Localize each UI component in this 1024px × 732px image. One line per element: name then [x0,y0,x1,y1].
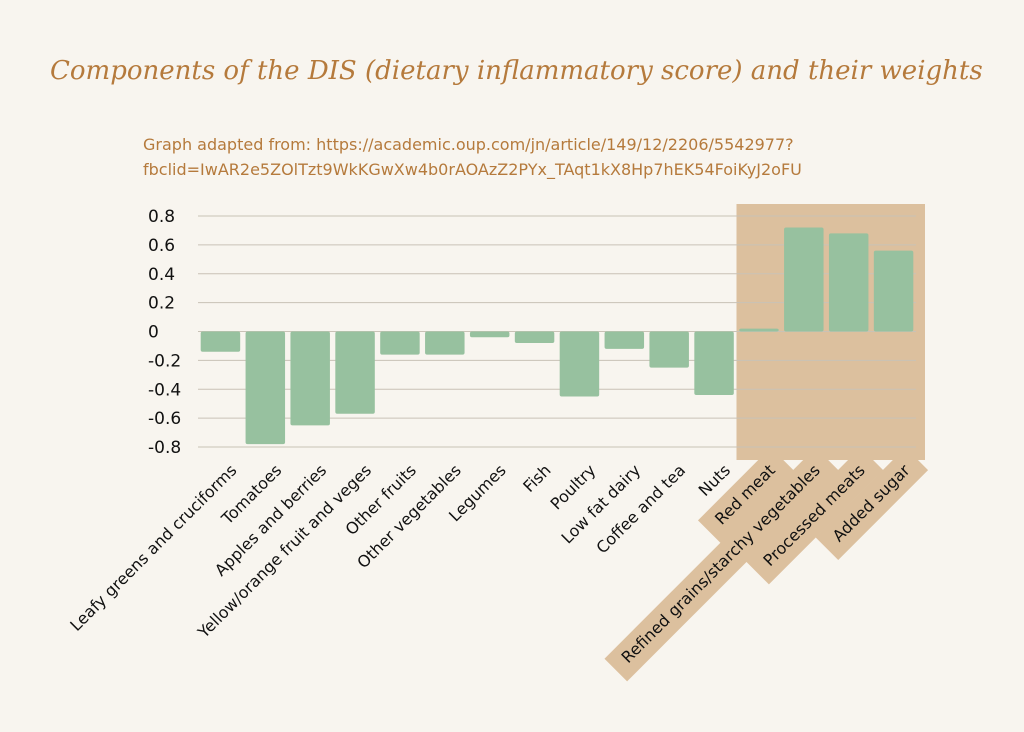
bar [649,331,689,368]
y-tick-label: -0.4 [148,380,181,400]
y-tick-label: 0.4 [148,265,175,285]
y-axis-tick-labels: 0.8 0.6 0.4 0.2 0 -0.2 -0.4 -0.6 -0.8 [148,207,181,458]
bar [425,331,465,355]
chart-subtitle: Graph adapted from: https://academic.oup… [143,132,923,182]
bar [873,250,914,332]
bar [335,331,375,414]
bar [604,331,645,349]
y-tick-label: 0.6 [148,236,175,256]
bar [200,331,241,352]
subtitle-line-1: Graph adapted from: https://academic.oup… [143,135,794,154]
category-label-group: Fish [519,461,554,496]
bar [694,331,734,396]
subtitle-line-2: fbclid=IwAR2e5ZOlTzt9WkKGwXw4b0rAOAzZ2PY… [143,160,802,179]
category-label-tag [697,447,794,543]
category-label-tag [604,447,839,682]
y-tick-label: 0.8 [148,207,175,227]
y-tick-label: 0 [148,323,159,343]
bar [469,331,510,338]
bar [380,331,420,355]
category-label-tag [815,447,929,560]
bar [245,331,286,445]
bar [290,331,330,426]
bars-layer [200,227,914,445]
y-tick-label: -0.6 [148,409,181,429]
bar [514,331,555,344]
category-label: Fish [519,461,554,496]
chart-title: Components of the DIS (dietary inflammat… [50,56,983,86]
bar [828,233,869,332]
bar [559,331,600,397]
bar [739,328,779,332]
bar [784,227,824,332]
x-axis-category-labels: Leafy greens and cruciformsTomatoesApple… [66,447,929,682]
y-tick-label: -0.2 [148,351,181,371]
y-tick-label: 0.2 [148,294,175,314]
category-label-tag [746,447,884,585]
y-tick-label: -0.8 [148,438,181,458]
